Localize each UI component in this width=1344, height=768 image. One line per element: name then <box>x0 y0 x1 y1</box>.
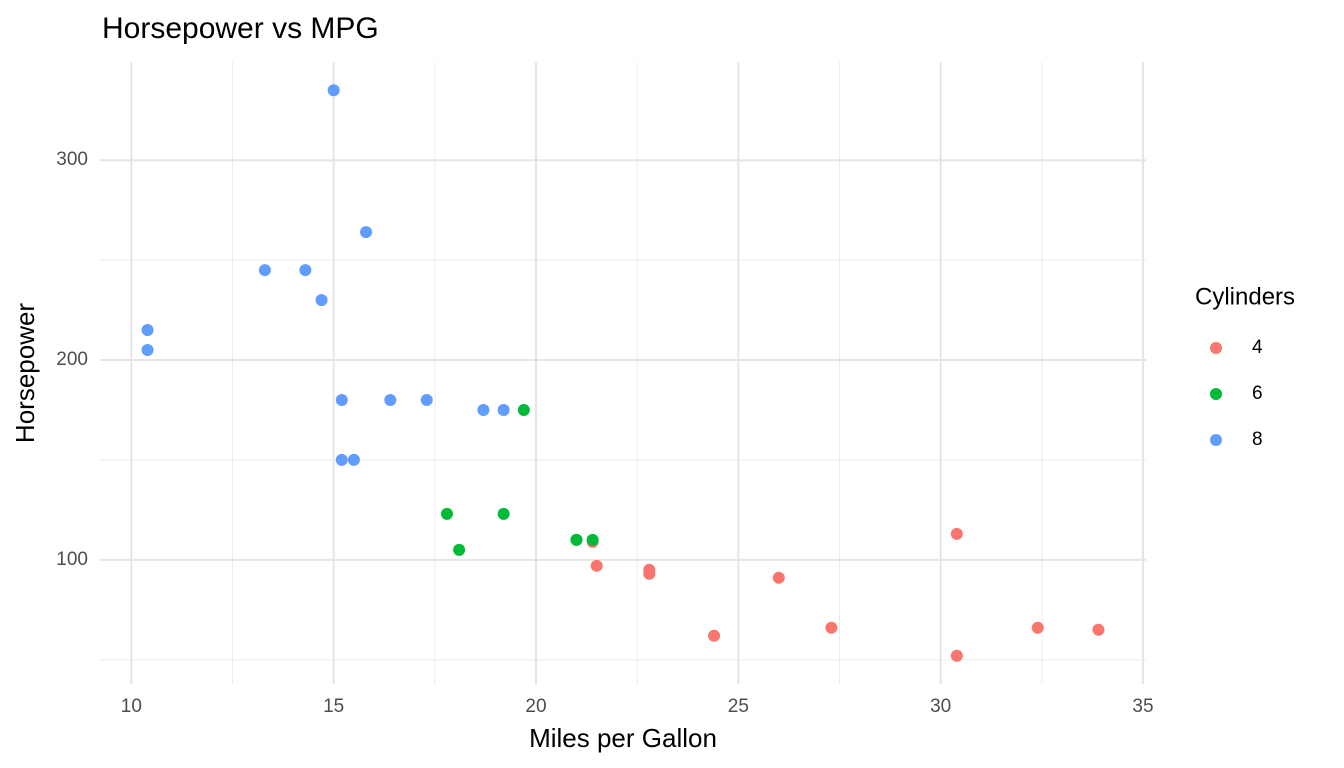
legend-marker <box>1210 342 1222 354</box>
point <box>497 403 510 416</box>
point <box>497 507 510 520</box>
point <box>517 403 530 416</box>
point <box>384 393 397 406</box>
y-axis-label: Horsepower <box>10 303 40 444</box>
point <box>335 453 348 466</box>
point <box>586 533 599 546</box>
point <box>141 324 154 337</box>
point <box>315 294 328 307</box>
y-tick-label: 100 <box>56 549 88 570</box>
point <box>950 527 963 540</box>
legend-title: Cylinders <box>1195 283 1295 310</box>
y-tick-label: 300 <box>56 149 88 170</box>
point <box>440 507 453 520</box>
point <box>141 344 154 357</box>
x-axis-label: Miles per Gallon <box>529 723 717 753</box>
x-tick-label: 15 <box>323 696 344 717</box>
point <box>570 533 583 546</box>
legend-label: 6 <box>1252 383 1263 404</box>
point <box>258 264 271 277</box>
point <box>453 543 466 556</box>
point <box>327 84 340 97</box>
point <box>708 629 721 642</box>
legend-label: 4 <box>1252 337 1263 358</box>
point <box>590 559 603 572</box>
x-tick-label: 20 <box>525 696 546 717</box>
legend-marker <box>1210 388 1222 400</box>
point <box>825 621 838 634</box>
point <box>360 226 373 239</box>
point <box>420 393 433 406</box>
point <box>477 403 490 416</box>
point <box>335 393 348 406</box>
y-tick-label: 200 <box>56 349 88 370</box>
point <box>950 649 963 662</box>
chart-title: Horsepower vs MPG <box>102 12 379 45</box>
point <box>299 264 312 277</box>
point <box>1092 623 1105 636</box>
x-tick-label: 25 <box>728 696 749 717</box>
point <box>772 571 785 584</box>
x-tick-label: 30 <box>930 696 951 717</box>
legend-marker <box>1210 434 1222 446</box>
x-tick-label: 35 <box>1132 696 1153 717</box>
legend-label: 8 <box>1252 429 1263 450</box>
point <box>1031 621 1044 634</box>
x-tick-label: 10 <box>121 696 142 717</box>
point <box>643 563 656 576</box>
point <box>347 453 360 466</box>
